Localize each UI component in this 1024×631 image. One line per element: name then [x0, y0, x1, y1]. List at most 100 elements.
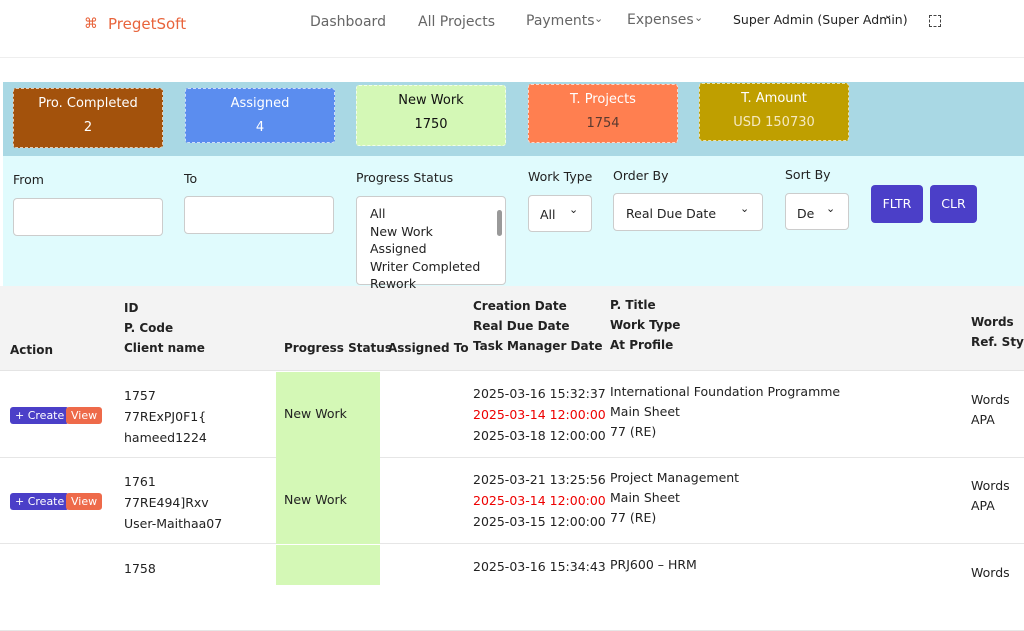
card-label: T. Projects [570, 92, 636, 107]
cell-text: 2025-03-16 15:32:37 [473, 386, 606, 401]
filter-label: From [13, 172, 44, 187]
select[interactable] [528, 195, 592, 232]
column-header: At Profile [610, 338, 674, 352]
card-value: 2 [83, 120, 93, 135]
date-input[interactable] [184, 196, 334, 234]
caret: ⌄ [594, 12, 604, 25]
cell-text: 1757 [124, 388, 156, 403]
select[interactable] [613, 193, 763, 231]
table-header [0, 286, 1024, 371]
cell-text: 77RExPJ0F1{ [124, 409, 207, 424]
status-text: New Work [284, 406, 347, 421]
cell-text: 1758 [124, 561, 156, 576]
column-header: Work Type [610, 318, 681, 332]
row-divider [0, 543, 1024, 544]
cell-text: 2025-03-16 15:34:43 [473, 559, 606, 574]
summary-card [528, 84, 678, 143]
status-listbox[interactable] [356, 196, 506, 285]
card-value: USD 150730 [733, 115, 815, 130]
cell-text: 2025-03-21 13:25:56 [473, 472, 606, 487]
caret: ⌄ [694, 11, 704, 24]
caret: ⌄ [569, 203, 579, 216]
card-value: 1750 [414, 117, 448, 132]
filter-label: Work Type [528, 169, 593, 184]
navbar: ⌘ PregetSoft Dashboard All Projects Paym… [0, 0, 1024, 58]
fullscreen-icon[interactable] [929, 15, 941, 27]
view-button[interactable]: View [66, 493, 103, 510]
cell-text: International Foundation Programme [610, 384, 841, 399]
row-divider [0, 457, 1024, 458]
caret: ⌄ [884, 10, 893, 21]
list-option[interactable]: New Work [370, 223, 433, 239]
nav-link[interactable]: All Projects [418, 14, 495, 30]
card-label: T. Amount [741, 91, 807, 106]
create-button[interactable]: + Create [10, 493, 70, 510]
scrollbar [497, 210, 502, 236]
filter-label: Order By [613, 168, 669, 183]
caret: ⌄ [740, 202, 750, 215]
logo-icon: ⌘ [84, 16, 98, 32]
brand[interactable]: PregetSoft [108, 15, 187, 33]
cell-text: Project Management [610, 470, 740, 485]
column-header: Assigned To [388, 341, 469, 355]
list-option[interactable]: Writer Completed [370, 258, 481, 274]
cell-text: APA [971, 412, 995, 427]
cell-text: 77RE494]Rxv [124, 495, 209, 510]
cell-text: Main Sheet [610, 404, 680, 419]
nav-link[interactable]: Dashboard [310, 14, 386, 30]
column-header: ID [124, 301, 139, 315]
select-value: All [540, 207, 556, 222]
nav-link[interactable]: Expenses [627, 12, 694, 28]
select-value: Real Due Date [626, 206, 717, 221]
filter-area [3, 156, 1024, 286]
cell-text: APA [971, 498, 995, 513]
cell-text: Words [971, 478, 1010, 493]
cell-text: 2025-03-15 12:00:00 [473, 514, 606, 529]
create-button[interactable]: + Create [10, 407, 70, 424]
cell-text: 77 (RE) [610, 424, 657, 439]
caret: ⌄ [826, 202, 836, 215]
select[interactable] [785, 193, 849, 230]
cell-text: hameed1224 [124, 430, 207, 445]
summary-card [699, 83, 849, 141]
view-button[interactable]: View [66, 407, 103, 424]
status-text: New Work [284, 492, 347, 507]
user-menu[interactable]: Super Admin (Super Admin) [733, 12, 908, 27]
clear-button[interactable]: CLR [930, 185, 977, 223]
column-header: Action [10, 343, 54, 357]
column-header: Words [971, 315, 1014, 329]
filter-button[interactable]: FLTR [871, 185, 923, 223]
card-label: Pro. Completed [38, 96, 138, 111]
column-header: P. Title [610, 298, 656, 312]
summary-card [185, 88, 335, 143]
cell-text: 2025-03-14 12:00:00 [473, 407, 606, 422]
cell-text: PRJ600 – HRM [610, 557, 697, 572]
filter-label: To [184, 171, 198, 186]
status-cell [276, 372, 380, 458]
cell-text: Words [971, 392, 1010, 407]
card-value: 4 [255, 120, 265, 135]
cell-text: 1761 [124, 474, 156, 489]
cell-text: 77 (RE) [610, 510, 657, 525]
date-input[interactable] [13, 198, 163, 236]
status-cell [276, 545, 380, 585]
column-header: Creation Date [473, 299, 567, 313]
filter-label: Progress Status [356, 170, 454, 185]
content: Pro. Completed 2 Assigned 4 New Work 1750 T. P… [0, 83, 1024, 631]
nav-link[interactable]: Payments [526, 13, 595, 29]
cell-text: 2025-03-18 12:00:00 [473, 428, 606, 443]
select-value: De [797, 206, 815, 221]
list-option[interactable]: Rework [370, 276, 417, 291]
card-value: 1754 [586, 116, 620, 131]
cell-text: Words [971, 565, 1010, 580]
column-header: Progress Status [284, 341, 392, 355]
status-cell [276, 458, 380, 544]
summary-card [13, 88, 163, 148]
cards-band [3, 82, 1024, 156]
list-option[interactable]: All [370, 206, 386, 221]
list-option[interactable]: Assigned [370, 241, 427, 256]
column-header: Ref. Style [971, 335, 1024, 349]
cell-text: 2025-03-14 12:00:00 [473, 493, 606, 508]
card-label: New Work [398, 93, 464, 108]
